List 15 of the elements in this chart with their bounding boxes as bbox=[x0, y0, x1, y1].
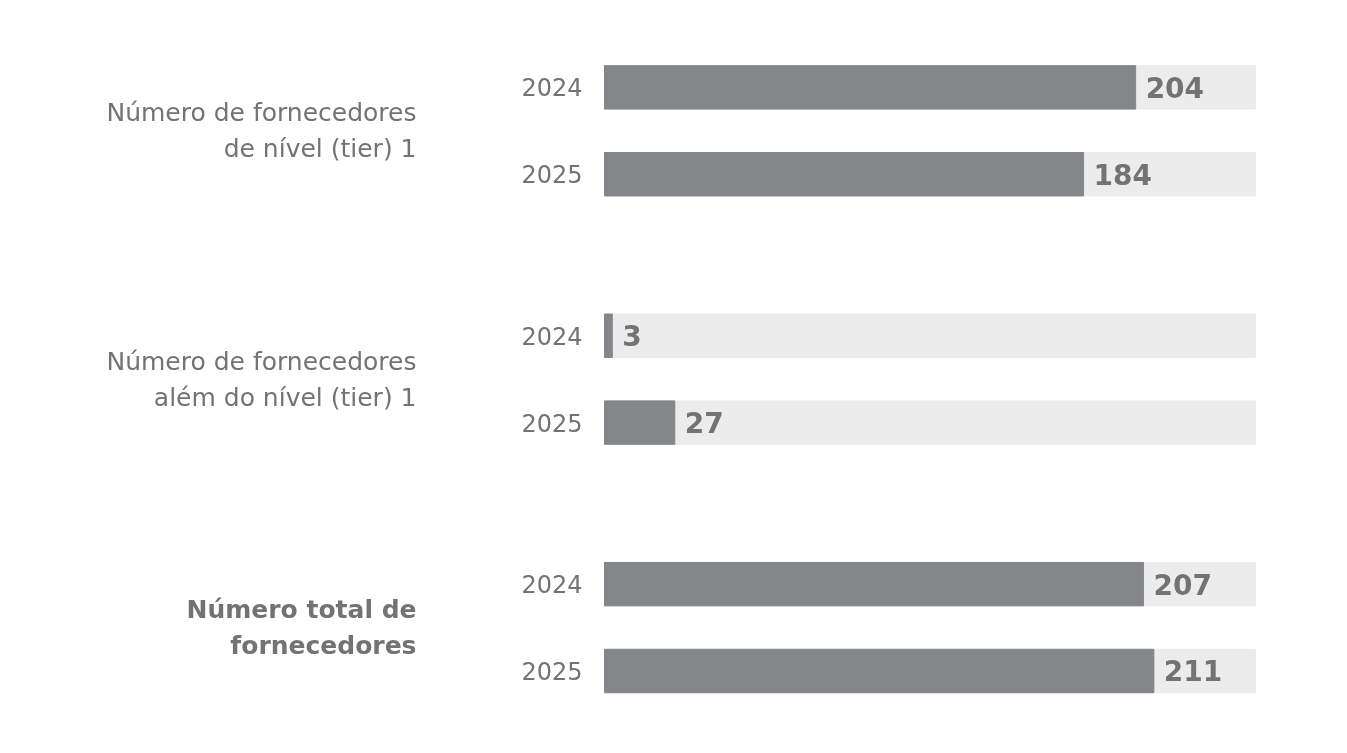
data-label: 3 bbox=[622, 320, 642, 354]
y-tick-label: 2024 bbox=[521, 322, 583, 351]
data-label: 184 bbox=[1093, 158, 1153, 192]
y-tick-label: 2024 bbox=[521, 74, 583, 103]
y-tick-label: 2025 bbox=[521, 409, 583, 438]
data-label: 204 bbox=[1145, 71, 1205, 105]
text: Número total de fornecedores bbox=[186, 594, 417, 661]
y-tick-label: 2025 bbox=[521, 161, 583, 190]
data-label: 211 bbox=[1163, 655, 1223, 689]
text: Número de fornecedores de nível (tier) 1 bbox=[106, 98, 417, 164]
text: Número de fornecedores além do nível (tier) 1 bbox=[106, 346, 417, 412]
y-tick-label: 2024 bbox=[521, 571, 583, 600]
y-tick-label: 2025 bbox=[521, 657, 583, 686]
data-label: 27 bbox=[684, 407, 724, 441]
data-label: 207 bbox=[1153, 568, 1212, 602]
